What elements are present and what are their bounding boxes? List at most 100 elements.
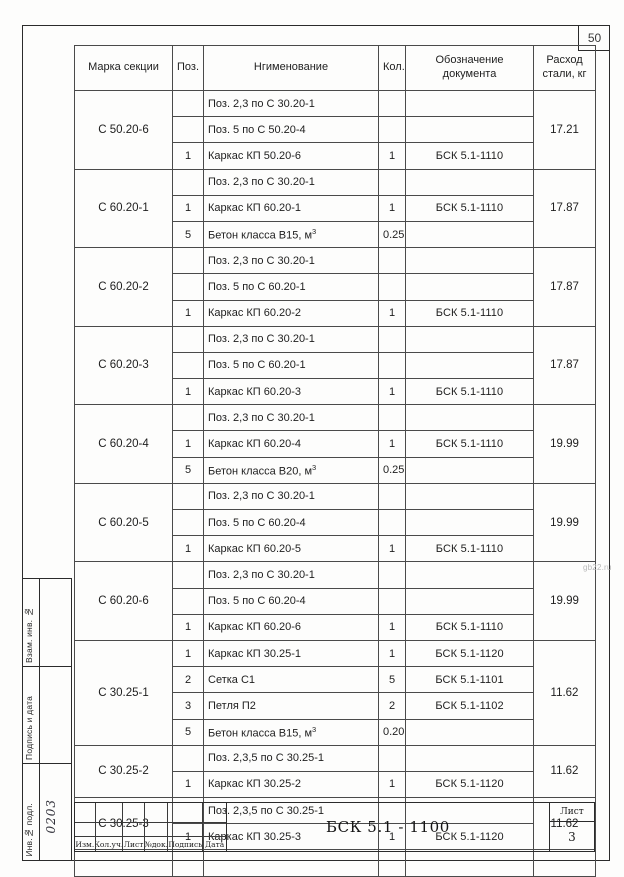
cell-document-code bbox=[405, 482, 534, 511]
column-header-mark: Марка секции bbox=[74, 45, 173, 91]
cell-document-code bbox=[405, 849, 534, 877]
cell-name: Поз. 5 по С 60.20-4 bbox=[203, 587, 379, 615]
cell-name: Бетон класса В15, м3 bbox=[203, 220, 379, 249]
cell-quantity bbox=[378, 168, 406, 196]
revision-column-label: Кол.уч. bbox=[95, 839, 122, 849]
cell-position: 5 bbox=[172, 456, 204, 484]
cell-name-text: Поз. 2,3 по С 30.20-1 bbox=[208, 254, 315, 267]
table-header-row: Марка секции Поз. Нгименование Кол. Обоз… bbox=[74, 45, 596, 91]
cell-quantity bbox=[378, 325, 406, 353]
revision-column-label: Лист bbox=[123, 839, 144, 849]
revision-column: №док. bbox=[145, 803, 169, 851]
cell-name-superscript: 3 bbox=[312, 462, 317, 472]
cell-steel-consumption: 19.99 bbox=[533, 404, 596, 484]
revision-blank-cell[interactable] bbox=[203, 803, 226, 823]
column-header-document: Обозначение документа bbox=[405, 45, 534, 91]
revision-blank-cell[interactable] bbox=[168, 823, 203, 837]
cell-name-text: Поз. 5 по С 60.20-1 bbox=[208, 359, 306, 372]
cell-name: Поз. 2,3 по С 30.20-1 bbox=[203, 247, 379, 275]
table-row: Поз. 5 по С 60.20-4 bbox=[75, 508, 596, 537]
cell-name: Каркас КП 60.20-5 bbox=[203, 535, 379, 563]
cell-position: 1 bbox=[172, 194, 204, 222]
cell-quantity bbox=[378, 849, 406, 877]
cell-quantity: 5 bbox=[378, 666, 406, 694]
column-header-document-line1: Обозначение bbox=[435, 54, 504, 67]
cell-name: Сетка С1 bbox=[203, 666, 379, 694]
cell-section-mark: С 30.25-3 bbox=[74, 797, 173, 851]
cell-section-mark: С 60.20-3 bbox=[74, 325, 173, 406]
cell-quantity bbox=[378, 273, 406, 301]
cell-document-code bbox=[405, 116, 534, 144]
table-row: 1 Каркас КП 50.20-6 1 БСК 5.1-1110 bbox=[75, 142, 596, 170]
revision-blank-cell[interactable] bbox=[203, 823, 226, 837]
cell-name-text: Каркас КП 60.20-2 bbox=[208, 307, 302, 320]
revision-blank-cell[interactable] bbox=[145, 803, 168, 823]
cell-name-text: Поз. 2,3 по С 30.20-1 bbox=[208, 333, 315, 346]
revision-blank-cell[interactable] bbox=[145, 823, 168, 837]
revision-column: Изм. bbox=[75, 803, 96, 851]
table-row: 5 Бетон класса В15, м3 0.20 bbox=[75, 718, 596, 746]
cell-name: Поз. 2,3 по С 30.20-1 bbox=[203, 89, 379, 118]
revision-column-label: Изм. bbox=[75, 839, 95, 849]
specification-table-body: С 50.20-6 Поз. 2,3 по С 30.20-1 17.21 Поз. … bbox=[74, 89, 596, 877]
cell-quantity bbox=[378, 404, 406, 432]
table-row: С 30.25-3 Поз. 2,3,5 по С 30.25-1 11.62 bbox=[74, 797, 596, 851]
cell-name: Бетон класса В15, м3 bbox=[203, 718, 379, 746]
table-row: С 30.25-1 1 Каркас КП 30.25-1 1 БСК 5.1-1120… bbox=[74, 639, 596, 746]
revision-blank-cell[interactable] bbox=[95, 803, 122, 823]
cell-name-text: Поз. 2,3 по С 30.20-1 bbox=[208, 97, 315, 110]
cell-document-code bbox=[405, 351, 534, 380]
cell-document-code: БСК 5.1-1120 bbox=[405, 639, 534, 668]
cell-section-mark: С 50.20-6 bbox=[74, 90, 173, 170]
table-row: Поз. 5 по С 60.20-1 bbox=[75, 351, 596, 380]
cell-quantity: 1 bbox=[378, 378, 406, 406]
revision-blank-cell[interactable] bbox=[122, 803, 145, 823]
revision-column-label: №док. bbox=[145, 839, 168, 849]
cell-quantity bbox=[378, 561, 406, 589]
cell-steel-consumption: 17.87 bbox=[533, 247, 596, 327]
revision-blank-cell[interactable] bbox=[168, 803, 203, 823]
cell-name: Поз. 5 по С 60.20-1 bbox=[203, 351, 379, 380]
revision-column: Подпись bbox=[168, 803, 204, 851]
cell-quantity: 2 bbox=[378, 692, 406, 720]
revision-blank-cell[interactable] bbox=[75, 823, 95, 837]
cell-position: 1 bbox=[172, 770, 204, 799]
cell-section-mark: С 30.25-1 bbox=[74, 639, 173, 746]
cell-position: 1 bbox=[172, 613, 204, 641]
cell-steel-consumption: 17.21 bbox=[533, 90, 596, 170]
cell-name-text: Бетон класса В15, м bbox=[208, 727, 313, 740]
cell-steel-consumption: 11.62 bbox=[533, 744, 596, 799]
table-row: Поз. 5 по С 60.20-4 bbox=[75, 587, 596, 615]
cell-document-code bbox=[405, 273, 534, 301]
cell-document-code bbox=[405, 744, 534, 772]
cell-quantity: 1 bbox=[378, 430, 406, 458]
table-row: С 60.20-3 Поз. 2,3 по С 30.20-1 17.87 bbox=[74, 325, 596, 406]
cell-document-code: БСК 5.1-1110 bbox=[405, 142, 534, 170]
cell-quantity: 1 bbox=[378, 194, 406, 222]
cell-steel-consumption: 11.62 bbox=[533, 639, 596, 746]
cell-section-mark: С 60.20-5 bbox=[74, 482, 173, 563]
cell-position: 1 bbox=[172, 142, 204, 170]
table-row: 2 Сетка С1 5 БСК 5.1-1101 bbox=[75, 666, 596, 694]
cell-name: Бетон класса В20, м3 bbox=[203, 456, 379, 484]
cell-position bbox=[172, 89, 204, 118]
cell-position: 1 bbox=[172, 299, 204, 327]
table-row: 1 Каркас КП 60.20-1 1 БСК 5.1-1110 bbox=[75, 194, 596, 222]
table-row: С 50.20-6 Поз. 2,3 по С 30.20-1 17.21 bbox=[74, 89, 596, 170]
cell-position bbox=[172, 849, 204, 877]
cell-name-superscript: 3 bbox=[312, 724, 317, 734]
column-header-qty: Кол. bbox=[378, 45, 406, 91]
revision-blank-cell[interactable] bbox=[75, 803, 95, 823]
cell-document-code: БСК 5.1-1110 bbox=[405, 194, 534, 222]
cell-position bbox=[172, 351, 204, 380]
cell-name-superscript: 3 bbox=[312, 227, 317, 237]
revision-blank-cell[interactable] bbox=[95, 823, 122, 837]
cell-position bbox=[172, 247, 204, 275]
cell-name-text: Каркас КП 30.25-1 bbox=[208, 647, 302, 660]
cell-name-text: Каркас КП 60.20-3 bbox=[208, 385, 302, 398]
cell-quantity: 1 bbox=[378, 142, 406, 170]
cell-position bbox=[172, 325, 204, 353]
cell-quantity bbox=[378, 116, 406, 144]
revision-blank-cell[interactable] bbox=[122, 823, 145, 837]
